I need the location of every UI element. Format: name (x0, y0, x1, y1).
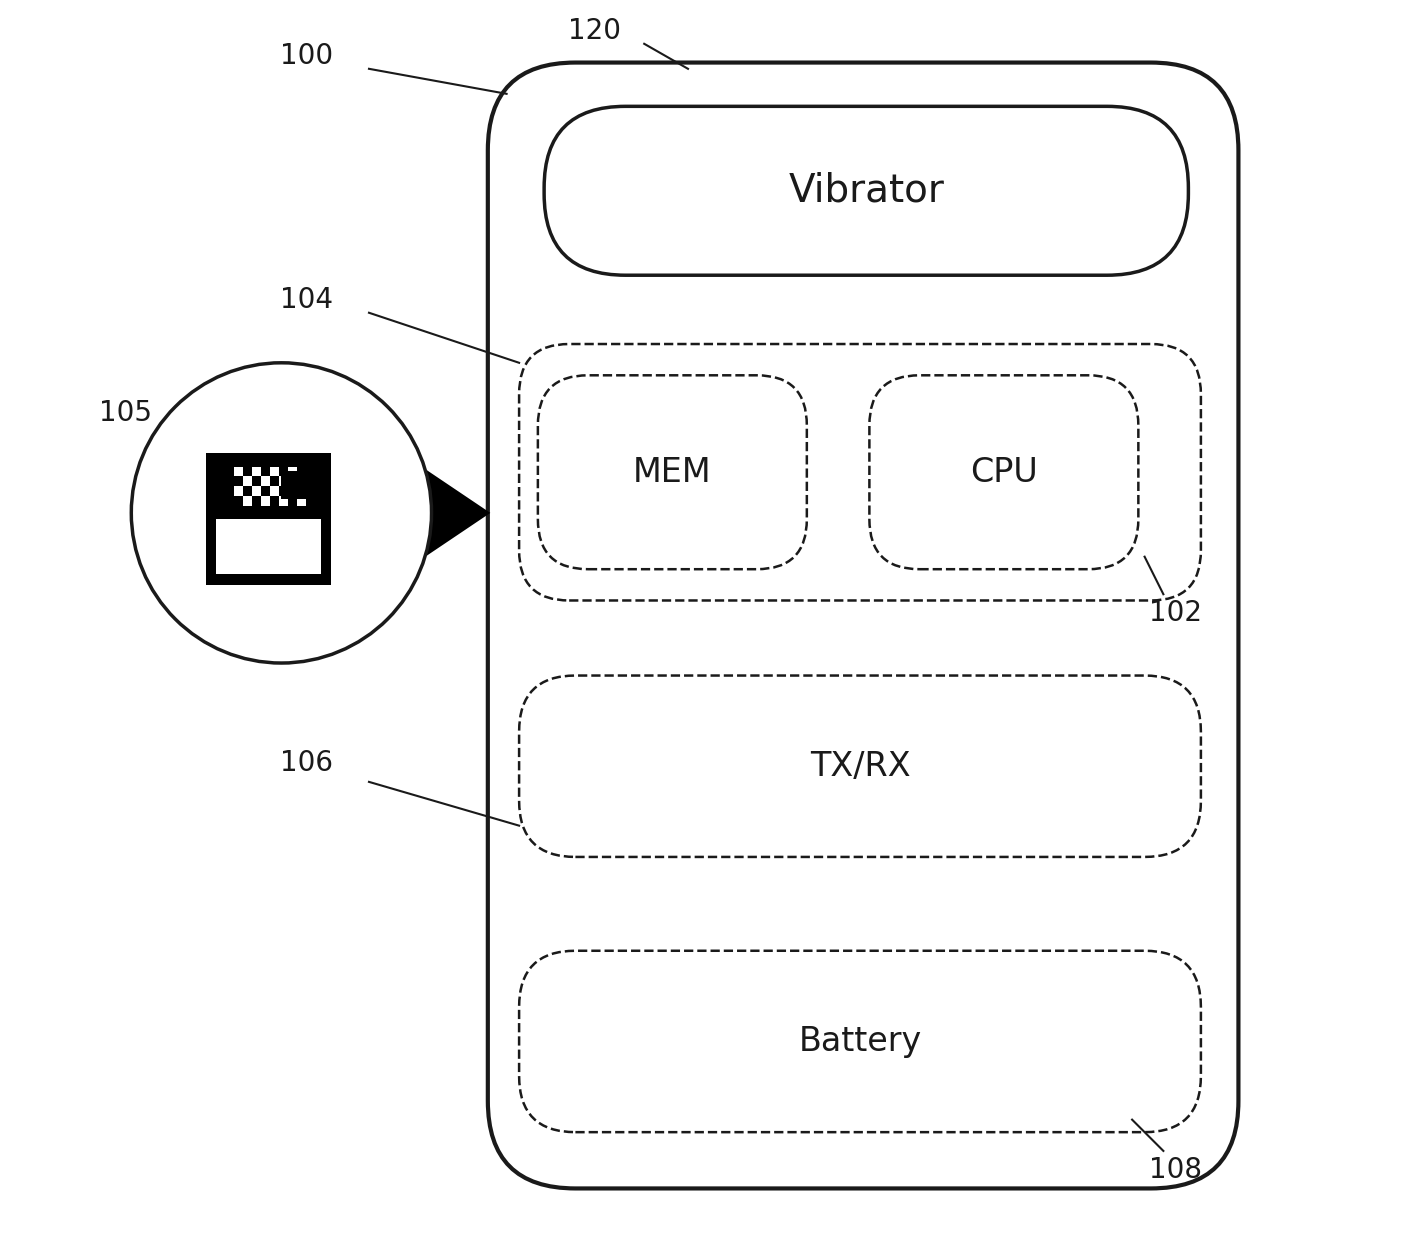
Bar (234, 477, 242, 487)
Bar (270, 487, 279, 497)
Bar (289, 487, 297, 497)
Bar (234, 467, 242, 477)
FancyBboxPatch shape (544, 106, 1188, 275)
Bar (270, 497, 279, 507)
Text: 108: 108 (1149, 1156, 1202, 1183)
Text: CPU: CPU (969, 455, 1038, 489)
Bar (270, 467, 279, 477)
Text: 102: 102 (1149, 599, 1202, 627)
Text: 104: 104 (280, 286, 333, 314)
Text: Battery: Battery (799, 1025, 922, 1058)
Bar (216, 519, 321, 574)
FancyBboxPatch shape (520, 951, 1201, 1132)
Bar (282, 470, 310, 499)
Bar (261, 487, 270, 497)
Bar (289, 497, 297, 507)
Bar (252, 477, 261, 487)
Bar (261, 477, 270, 487)
Text: Vibrator: Vibrator (789, 171, 944, 210)
Bar (297, 477, 307, 487)
Bar (242, 487, 252, 497)
Bar (261, 467, 270, 477)
Bar (279, 487, 289, 497)
Text: 106: 106 (280, 749, 333, 777)
Bar (242, 477, 252, 487)
Bar (289, 477, 297, 487)
Bar (297, 497, 307, 507)
Bar (234, 497, 242, 507)
FancyBboxPatch shape (870, 375, 1139, 569)
Text: 100: 100 (280, 43, 333, 70)
Bar (252, 497, 261, 507)
Text: MEM: MEM (633, 455, 712, 489)
FancyBboxPatch shape (520, 676, 1201, 857)
FancyBboxPatch shape (520, 344, 1201, 600)
Bar (270, 477, 279, 487)
Text: TX/RX: TX/RX (810, 749, 911, 783)
Bar (297, 487, 307, 497)
FancyBboxPatch shape (538, 375, 807, 569)
Bar (279, 477, 289, 487)
Text: 105: 105 (98, 399, 151, 427)
Text: 120: 120 (567, 18, 621, 45)
Bar (252, 487, 261, 497)
Bar (252, 467, 261, 477)
Bar (289, 467, 297, 477)
Circle shape (132, 363, 432, 663)
Polygon shape (360, 425, 490, 600)
Bar (234, 487, 242, 497)
FancyBboxPatch shape (488, 63, 1238, 1188)
Bar (242, 497, 252, 507)
Bar (279, 467, 289, 477)
Bar (206, 454, 332, 585)
Bar (279, 497, 289, 507)
Bar (261, 497, 270, 507)
Bar (242, 467, 252, 477)
Bar (297, 467, 307, 477)
